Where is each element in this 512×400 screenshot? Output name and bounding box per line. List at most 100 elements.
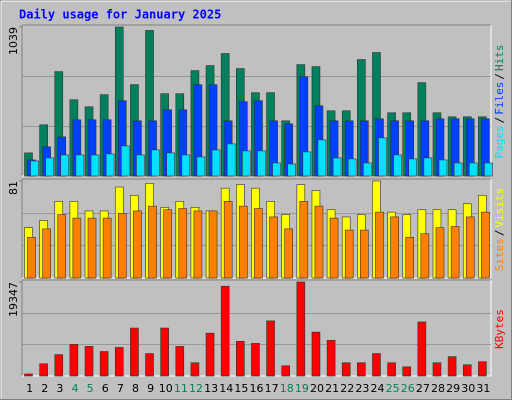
bar — [453, 162, 463, 177]
x-tick-label: 9 — [147, 382, 154, 395]
bar — [211, 149, 221, 177]
bar — [42, 228, 51, 279]
bar — [332, 157, 342, 177]
x-tick-label: 11 — [174, 382, 188, 395]
bar — [45, 157, 54, 177]
bar — [347, 158, 357, 177]
y-tick-label: 1039 — [7, 27, 20, 55]
chart-title: Daily usage for January 2025 — [19, 8, 221, 22]
bar — [223, 201, 233, 279]
x-tick-label: 10 — [159, 382, 173, 395]
bar — [193, 210, 203, 279]
bar — [145, 353, 154, 377]
bar — [120, 145, 130, 177]
bar — [314, 205, 324, 279]
x-tick-label: 2 — [41, 382, 48, 395]
bar — [423, 157, 433, 177]
bar — [69, 344, 79, 377]
legend: KBytes — [493, 309, 506, 349]
bar — [378, 137, 387, 177]
bar — [481, 211, 490, 279]
bar — [402, 366, 412, 377]
bar — [208, 210, 218, 279]
x-tick-label: 16 — [250, 382, 264, 395]
legend-entry: Visits — [493, 188, 506, 228]
bar — [220, 285, 230, 377]
bar — [317, 139, 327, 177]
x-tick-label: 1 — [26, 382, 33, 395]
bar — [181, 154, 191, 177]
x-tick-label: 8 — [132, 382, 139, 395]
legend-entry: Pages — [493, 125, 506, 158]
x-tick-label: 22 — [340, 382, 354, 395]
bar — [105, 153, 115, 177]
bar — [254, 208, 263, 279]
bar — [133, 210, 142, 279]
x-tick-label: 14 — [219, 382, 233, 395]
legend: Pages/Files/Hits — [493, 45, 506, 159]
x-tick-label: 18 — [280, 382, 294, 395]
bar — [272, 162, 281, 177]
bar — [166, 152, 175, 177]
bar — [450, 226, 460, 279]
bar — [408, 158, 418, 177]
bar — [344, 229, 354, 279]
bar — [72, 217, 82, 279]
x-tick-label: 3 — [56, 382, 63, 395]
legend-entry: Files — [493, 82, 506, 115]
bar — [287, 163, 296, 177]
legend-entry: KBytes — [493, 309, 506, 349]
legend-entry: Sites — [493, 238, 506, 271]
x-tick-label: 23 — [355, 382, 369, 395]
x-tick-label: 15 — [234, 382, 248, 395]
bar — [236, 341, 245, 377]
bar — [175, 346, 185, 377]
legend-separator: / — [493, 230, 506, 237]
y-tick-label: 19347 — [7, 282, 20, 317]
bar — [75, 154, 85, 177]
bar — [54, 354, 64, 377]
bar — [462, 364, 472, 377]
bar — [326, 339, 336, 377]
bar — [447, 356, 457, 377]
bar — [420, 233, 430, 279]
x-tick-label: 24 — [371, 382, 385, 395]
legend-separator: / — [493, 73, 506, 80]
x-tick-label: 20 — [310, 382, 324, 395]
x-tick-label: 30 — [461, 382, 475, 395]
x-tick-label: 7 — [117, 382, 124, 395]
x-tick-label: 28 — [431, 382, 445, 395]
y-tick-label: 81 — [7, 181, 20, 195]
bar — [296, 281, 306, 377]
bar — [393, 154, 402, 177]
bar — [117, 213, 127, 279]
bar — [163, 209, 172, 279]
x-tick-label: 21 — [325, 382, 339, 395]
bar — [90, 154, 100, 177]
bar — [390, 216, 399, 279]
x-tick-label: 29 — [446, 382, 460, 395]
bar — [57, 214, 67, 279]
bar — [178, 208, 188, 279]
bar — [148, 205, 157, 279]
bar — [266, 320, 275, 377]
x-tick-label: 25 — [386, 382, 400, 395]
x-tick-label: 26 — [401, 382, 415, 395]
bar — [360, 229, 369, 279]
bar — [39, 363, 48, 377]
bar — [136, 154, 145, 177]
bar — [196, 156, 206, 177]
bar — [478, 361, 487, 377]
x-tick-label: 12 — [189, 382, 203, 395]
bar — [84, 346, 94, 377]
bar — [27, 236, 36, 279]
bar — [190, 362, 200, 377]
bar — [329, 217, 339, 279]
x-tick-label: 4 — [71, 382, 78, 395]
bar — [363, 162, 372, 177]
x-tick-label: 17 — [265, 382, 279, 395]
bar — [205, 332, 215, 377]
x-tick-label: 27 — [416, 382, 430, 395]
bar — [468, 162, 478, 177]
